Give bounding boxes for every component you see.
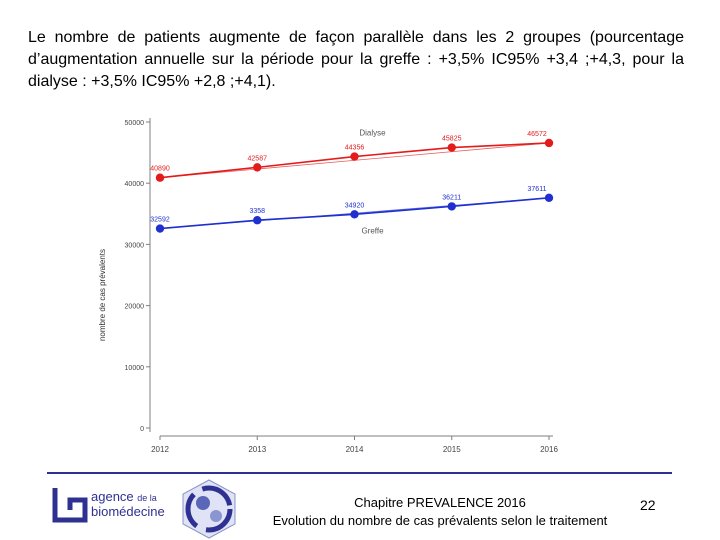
y-tick-label: 30000	[125, 242, 145, 249]
y-tick-label: 0	[140, 426, 144, 433]
footer-divider	[47, 472, 672, 474]
footer-subtitle: Evolution du nombre de cas prévalents se…	[272, 513, 608, 528]
graft-series-label: Greffe	[361, 226, 384, 235]
graft-data-label: 37611	[528, 186, 547, 193]
agency-name-line2: biomédecine	[91, 504, 165, 519]
footer-title: Chapitre PREVALENCE 2016 Evolution du no…	[260, 494, 620, 530]
dialysis-point	[253, 163, 262, 172]
kidney-emblem-icon	[182, 479, 236, 539]
graft-point	[155, 224, 165, 233]
x-tick-label: 2012	[151, 445, 169, 454]
graft-point	[544, 193, 554, 203]
graft-point	[350, 210, 359, 219]
agency-name: agence de la biomédecine	[91, 490, 165, 519]
graft-data-label: 3358	[249, 208, 265, 215]
dialysis-data-label: 42587	[248, 155, 268, 162]
dialysis-point	[155, 173, 165, 182]
y-tick-label: 40000	[125, 181, 145, 188]
dialysis-series-label: Dialyse	[359, 129, 386, 138]
dialysis-data-label: 40890	[150, 166, 170, 173]
y-axis-title: nombre de cas prévalents	[98, 249, 107, 341]
dialysis-data-label: 45825	[442, 136, 462, 143]
dialysis-data-label: 44356	[345, 145, 365, 152]
x-tick-label: 2014	[346, 445, 364, 454]
graft-data-label: 36211	[442, 194, 461, 201]
y-tick-label: 20000	[125, 304, 145, 311]
prevalence-chart: 0 10000 20000 30000 40000 50000 2012 2013 2014 20…	[98, 118, 558, 454]
footer-chapter: Chapitre PREVALENCE 2016	[354, 495, 526, 510]
graft-data-label: 32592	[150, 217, 170, 224]
dialysis-point	[544, 138, 554, 148]
x-tick-label: 2016	[540, 445, 558, 454]
agency-logo-icon	[52, 488, 88, 523]
graft-point	[253, 216, 262, 225]
y-tick-label: 50000	[125, 120, 145, 127]
chart-axes: 0 10000 20000 30000 40000 50000 2012 2013 2014 20…	[98, 118, 558, 454]
dialysis-data-label: 46572	[527, 131, 547, 138]
x-tick-label: 2013	[248, 445, 266, 454]
dialysis-point	[447, 143, 456, 152]
page-number: 22	[640, 497, 656, 513]
chart-series: 40890 42587 44356 45825 46572 Dialyse 32592 335…	[150, 129, 554, 235]
agency-name-line1: agence	[91, 489, 134, 504]
graft-data-label: 34920	[345, 202, 365, 209]
y-tick-label: 10000	[125, 365, 145, 372]
slide-headline: Le nombre de patients augmente de façon …	[28, 29, 684, 90]
graft-point	[447, 202, 456, 211]
dialysis-point	[350, 152, 359, 161]
agency-name-small: de la	[137, 493, 157, 503]
x-tick-label: 2015	[443, 445, 461, 454]
